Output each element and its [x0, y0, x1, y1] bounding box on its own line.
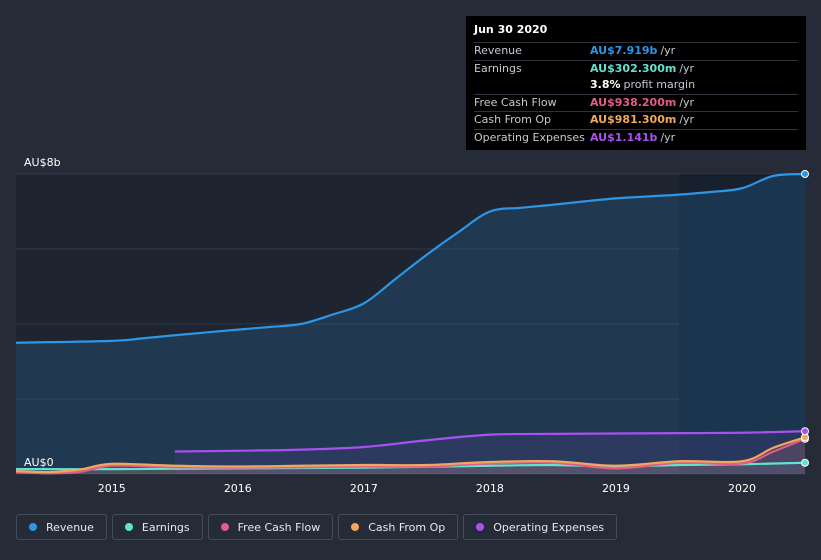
tooltip-value: AU$1.141b	[590, 130, 658, 144]
tooltip-value: AU$981.300m	[590, 113, 677, 126]
line-earnings	[15, 461, 806, 471]
tooltip-unit: /yr	[679, 61, 695, 75]
end-marker-earnings	[801, 458, 809, 467]
x-tick-label: 2018	[476, 482, 504, 495]
tooltip-value: AU$938.200m	[590, 95, 677, 109]
legend-label: Revenue	[46, 520, 94, 534]
tooltip-row-revenue: Revenue AU$7.919b /yr	[474, 42, 798, 60]
tooltip-value: 3.8%	[590, 78, 621, 91]
tooltip-label: Earnings	[474, 61, 522, 75]
series-lines	[15, 172, 806, 475]
area-earnings	[16, 462, 805, 474]
legend-item-cash-from-op[interactable]: Cash From Op	[338, 514, 459, 540]
tooltip-value: AU$302.300m	[590, 61, 677, 75]
tooltip-row-free-cash-flow: Free Cash Flow AU$938.200m /yr	[474, 93, 798, 112]
end-marker-revenue	[801, 170, 809, 178]
legend-dot-icon	[124, 523, 133, 531]
tooltip-label	[474, 77, 590, 94]
tooltip-row-earnings: Earnings AU$302.300m /yr	[474, 59, 798, 78]
y-axis-bottom-label: AU$0	[24, 456, 54, 469]
tooltip-label: Operating Expenses	[474, 130, 585, 144]
area-revenue	[16, 174, 805, 474]
data-tooltip: Jun 30 2020 Revenue AU$7.919b /yr Earnin…	[466, 16, 806, 150]
chart: 2015 2016 2017 2018 2019 2020	[15, 170, 809, 495]
tooltip-row-cash-from-op: Cash From Op AU$981.300m /yr	[474, 111, 798, 129]
legend-dot-icon	[220, 523, 229, 531]
legend-dot-icon	[476, 523, 485, 531]
tooltip-row-profit-margin: 3.8% profit margin	[474, 77, 798, 94]
tooltip-label: Cash From Op	[474, 113, 552, 126]
tooltip-label: Free Cash Flow	[474, 95, 557, 109]
tooltip-row-operating-expenses: Operating Expenses AU$1.141b /yr	[474, 128, 798, 147]
line-operating-expenses	[174, 430, 806, 453]
line-free-cash-flow	[15, 437, 806, 475]
x-tick-label: 2020	[728, 482, 756, 495]
line-cash-from-op	[15, 436, 806, 474]
tooltip-unit: profit margin	[623, 78, 696, 91]
legend-dot-icon	[29, 523, 37, 531]
tooltip-unit: /yr	[679, 95, 695, 109]
x-tick-labels: 2015 2016 2017 2018 2019 2020	[98, 482, 756, 495]
highlight-region	[678, 174, 805, 474]
x-tick-label: 2015	[98, 482, 126, 495]
series-end-markers	[801, 170, 809, 467]
x-tick-label: 2019	[602, 482, 630, 495]
legend-label: Free Cash Flow	[237, 520, 321, 534]
tooltip-unit: /yr	[679, 113, 695, 126]
legend-label: Earnings	[141, 520, 190, 534]
tooltip-date: Jun 30 2020	[474, 23, 548, 36]
legend-dot-icon	[351, 523, 360, 531]
y-axis-top-label: AU$8b	[24, 156, 61, 169]
line-revenue	[15, 172, 806, 344]
tooltip-value: AU$7.919b	[590, 44, 658, 57]
tooltip-label: Revenue	[474, 44, 522, 57]
end-marker-operating-expenses	[801, 427, 809, 436]
legend-label: Operating Expenses	[493, 520, 605, 534]
legend-item-operating-expenses[interactable]: Operating Expenses	[463, 514, 618, 540]
tooltip-unit: /yr	[660, 130, 676, 144]
x-tick-label: 2017	[350, 482, 378, 495]
legend-label: Cash From Op	[368, 520, 446, 534]
x-tick-label: 2016	[224, 482, 252, 495]
chart-legend: Revenue Earnings Free Cash Flow Cash Fro…	[16, 514, 618, 540]
legend-item-earnings[interactable]: Earnings	[111, 514, 203, 540]
gridlines	[16, 173, 805, 475]
tooltip-unit: /yr	[660, 44, 676, 57]
legend-item-free-cash-flow[interactable]: Free Cash Flow	[207, 514, 334, 540]
legend-item-revenue[interactable]: Revenue	[16, 514, 107, 540]
